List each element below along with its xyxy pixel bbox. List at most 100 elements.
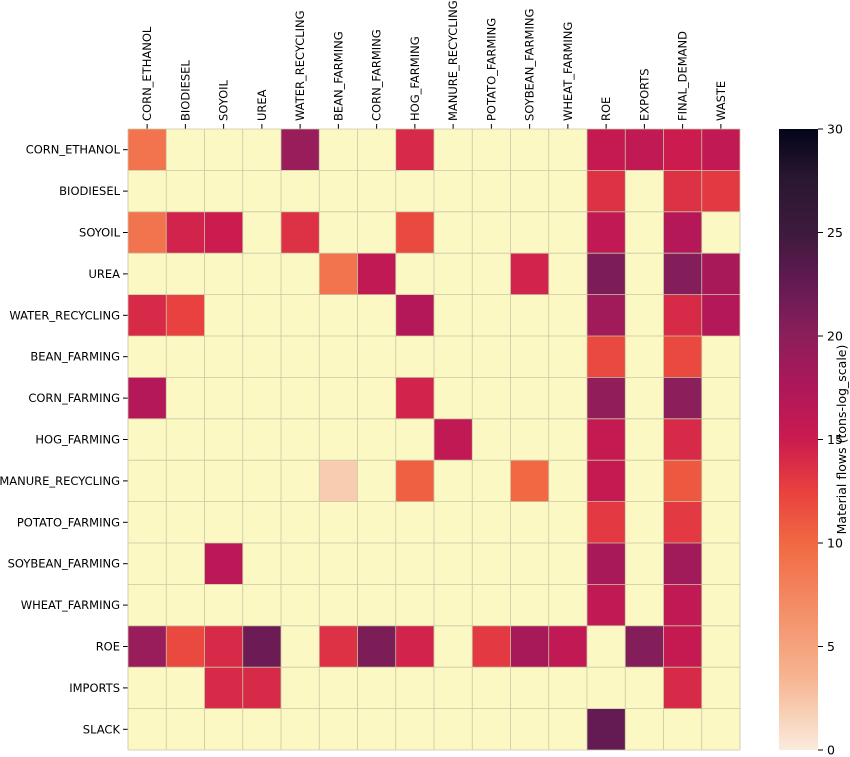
column-label: BEAN_FARMING <box>331 31 345 121</box>
heatmap-cell <box>548 460 587 502</box>
heatmap-cell <box>510 211 549 254</box>
heatmap-cell <box>357 211 396 254</box>
heatmap-cell <box>395 211 434 254</box>
heatmap-cell <box>663 336 702 378</box>
heatmap-cell <box>663 253 702 295</box>
heatmap-cell <box>663 625 702 668</box>
colorbar-label: Material flows (tons-log_scale) <box>834 345 849 535</box>
heatmap-cell <box>242 377 281 419</box>
column-label: WATER_RECYCLING <box>293 10 307 121</box>
heatmap-cell <box>472 253 511 295</box>
heatmap-cell <box>166 584 205 626</box>
heatmap-cell <box>701 418 740 461</box>
heatmap-cell <box>281 460 320 502</box>
heatmap-cell <box>166 667 205 709</box>
heatmap-cell <box>434 543 473 585</box>
heatmap-cell <box>357 418 396 461</box>
heatmap-cell <box>281 625 320 668</box>
heatmap-cell <box>319 543 358 585</box>
heatmap-cell <box>663 543 702 585</box>
colorbar-tick-label: 15 <box>827 432 843 447</box>
heatmap-cell <box>510 170 549 212</box>
heatmap-cell <box>472 460 511 502</box>
heatmap-cell <box>204 501 243 543</box>
column-label: CORN_FARMING <box>370 29 384 121</box>
heatmap-cell <box>625 294 664 336</box>
heatmap-cell <box>319 625 358 668</box>
heatmap-cell <box>166 708 205 750</box>
heatmap-cell <box>701 625 740 668</box>
heatmap-cell <box>625 667 664 709</box>
heatmap-cell <box>395 170 434 212</box>
heatmap-cell <box>242 336 281 378</box>
heatmap-cell <box>472 584 511 626</box>
heatmap-cell <box>625 584 664 626</box>
colorbar-tick-label: 10 <box>827 536 843 551</box>
heatmap-cell <box>587 129 626 171</box>
heatmap-cell <box>128 667 167 709</box>
heatmap-cell <box>587 418 626 461</box>
heatmap-cell <box>395 336 434 378</box>
heatmap-cell <box>510 543 549 585</box>
heatmap-cell <box>319 584 358 626</box>
heatmap-cell <box>204 625 243 668</box>
heatmap-cell <box>587 708 626 750</box>
heatmap-cell <box>510 667 549 709</box>
heatmap-cell <box>510 501 549 543</box>
heatmap-cell <box>166 336 205 378</box>
heatmap-cell <box>242 625 281 668</box>
heatmap-cell <box>472 708 511 750</box>
row-labels: CORN_ETHANOL BIODIESEL SOYOIL UREA WATER_REC… <box>0 143 128 736</box>
heatmap-cell <box>357 377 396 419</box>
heatmap-cell <box>281 418 320 461</box>
heatmap-cell <box>281 584 320 626</box>
heatmap-cell <box>319 708 358 750</box>
row-label: POTATO_FARMING <box>17 515 120 529</box>
heatmap-cell <box>548 253 587 295</box>
row-label: SOYBEAN_FARMING <box>8 557 120 571</box>
heatmap-cell <box>472 170 511 212</box>
heatmap-cell <box>663 460 702 502</box>
heatmap-cell <box>357 667 396 709</box>
heatmap-cell <box>319 294 358 336</box>
column-label: ROE <box>599 97 613 121</box>
heatmap-cell <box>701 294 740 336</box>
heatmap-cell <box>128 377 167 419</box>
row-label: MANURE_RECYCLING <box>0 474 120 488</box>
heatmap-cell <box>128 708 167 750</box>
heatmap-cell <box>434 625 473 668</box>
heatmap-cell <box>434 501 473 543</box>
heatmap-cell <box>357 253 396 295</box>
heatmap-cell <box>510 708 549 750</box>
heatmap-cell <box>242 294 281 336</box>
column-label: SOYBEAN_FARMING <box>523 9 537 121</box>
colorbar-tick-label: 20 <box>827 329 843 344</box>
heatmap-cell <box>587 584 626 626</box>
heatmap-cell <box>434 170 473 212</box>
heatmap-cell <box>548 418 587 461</box>
heatmap-cell <box>128 501 167 543</box>
heatmap-cell <box>166 377 205 419</box>
heatmap-cell <box>548 377 587 419</box>
heatmap-cell <box>128 584 167 626</box>
heatmap-cell <box>204 584 243 626</box>
heatmap-cell <box>319 336 358 378</box>
row-label: WATER_RECYCLING <box>9 308 120 322</box>
column-label: BIODIESEL <box>178 60 192 121</box>
heatmap-cell <box>625 336 664 378</box>
heatmap-cell <box>319 460 358 502</box>
heatmap-cell <box>548 584 587 626</box>
heatmap-cell <box>625 460 664 502</box>
heatmap-cell <box>395 543 434 585</box>
heatmap-cell <box>357 543 396 585</box>
colorbar-tick-label: 25 <box>827 225 843 240</box>
row-label: SOYOIL <box>79 226 121 240</box>
heatmap-cell <box>663 294 702 336</box>
heatmap-cell <box>663 667 702 709</box>
heatmap-cell <box>319 211 358 254</box>
column-label: POTATO_FARMING <box>484 18 498 121</box>
heatmap-cell <box>128 129 167 171</box>
heatmap-cell <box>510 294 549 336</box>
heatmap-cell <box>204 211 243 254</box>
heatmap-cell <box>395 501 434 543</box>
